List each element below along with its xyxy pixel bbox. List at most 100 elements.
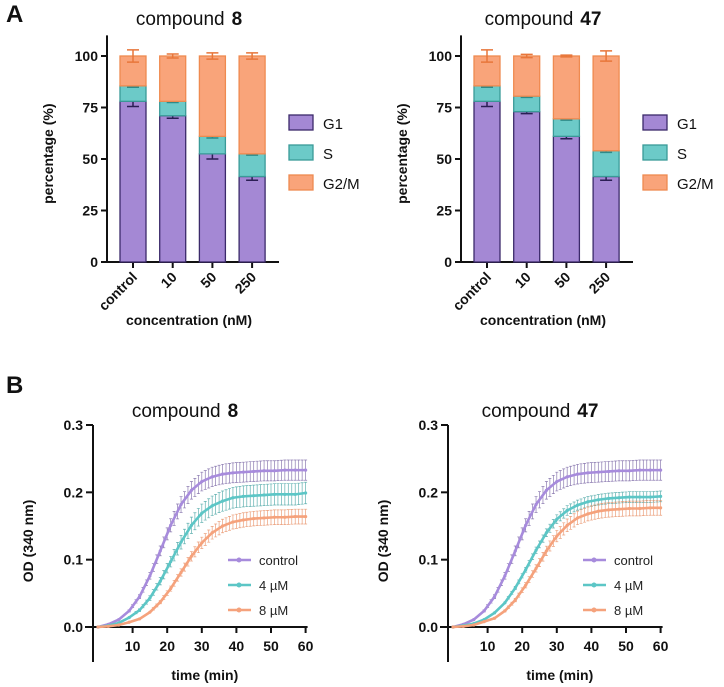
data-point bbox=[137, 617, 142, 621]
x-tick-label: 50 bbox=[197, 269, 219, 291]
legend-label: control bbox=[259, 553, 298, 568]
data-point bbox=[534, 566, 538, 571]
data-point bbox=[586, 500, 590, 504]
data-point bbox=[544, 531, 549, 535]
data-point bbox=[169, 523, 173, 527]
legend-swatch-0 bbox=[642, 114, 668, 131]
data-point bbox=[220, 472, 225, 476]
data-point bbox=[503, 601, 507, 605]
chart-title-prefix: compound bbox=[482, 401, 571, 422]
bar-segment-s-250 bbox=[592, 150, 620, 178]
data-point bbox=[513, 598, 517, 602]
data-point bbox=[96, 625, 100, 629]
legend-marker bbox=[236, 582, 242, 588]
bar-segment-s-10 bbox=[513, 95, 541, 113]
data-point bbox=[169, 560, 173, 564]
data-point bbox=[607, 508, 611, 512]
x-axis-label: time (min) bbox=[526, 667, 593, 683]
y-tick-label: 0.1 bbox=[419, 552, 439, 568]
bar-segment-g2m-50 bbox=[198, 55, 227, 137]
y-tick-label: 100 bbox=[429, 48, 453, 64]
x-axis-label: concentration (nM) bbox=[480, 312, 606, 328]
data-point bbox=[617, 507, 621, 511]
y-axis-label: OD (340 nm) bbox=[375, 500, 391, 582]
bar-segment-g2m-control bbox=[119, 55, 147, 87]
panel-label-b: B bbox=[6, 372, 23, 399]
bar-segment-g1-250 bbox=[238, 175, 266, 263]
data-point bbox=[200, 541, 204, 545]
chart-title-compound: 47 bbox=[577, 401, 598, 422]
legend-label: G1 bbox=[323, 116, 343, 133]
data-point bbox=[252, 469, 256, 474]
x-tick-label: 60 bbox=[653, 638, 669, 654]
chart-title-compound: 8 bbox=[232, 9, 243, 30]
data-point bbox=[596, 498, 600, 502]
legend-label: G1 bbox=[677, 116, 697, 133]
y-tick-label: 25 bbox=[436, 203, 452, 219]
data-point bbox=[472, 617, 476, 622]
data-point bbox=[503, 574, 507, 578]
x-tick-label: 30 bbox=[194, 638, 210, 654]
y-tick-label: 50 bbox=[82, 151, 98, 167]
data-point bbox=[461, 624, 465, 628]
data-point bbox=[231, 471, 235, 475]
legend-label: control bbox=[614, 553, 653, 568]
data-point bbox=[210, 504, 214, 508]
line-chart-3: 0.0 0.1 0.2 0.3 10 20 30 40 50 60 OD (340 nm) time … bbox=[375, 417, 669, 683]
legend-label: G2/M bbox=[677, 176, 714, 193]
data-point bbox=[555, 534, 559, 538]
data-point bbox=[158, 579, 162, 583]
bar-segment-g2m-10 bbox=[159, 55, 187, 102]
data-point bbox=[524, 523, 528, 527]
line-chart-2: 0.0 0.1 0.2 0.3 10 20 30 40 50 60 OD (340 nm) time … bbox=[20, 417, 314, 683]
data-point bbox=[638, 506, 642, 511]
data-point bbox=[231, 520, 235, 524]
panel-label-a: A bbox=[6, 1, 23, 28]
data-point bbox=[607, 496, 611, 500]
y-tick-label: 0.0 bbox=[419, 619, 439, 635]
data-point bbox=[293, 492, 297, 496]
error-bar bbox=[520, 53, 533, 59]
data-point bbox=[596, 470, 600, 474]
x-axis-label: time (min) bbox=[171, 667, 238, 683]
bar-segment-s-50 bbox=[552, 118, 581, 137]
legend-swatch-0 bbox=[288, 114, 314, 131]
y-tick-label: 0 bbox=[444, 254, 452, 270]
x-tick-label: 250 bbox=[231, 269, 259, 297]
data-point bbox=[220, 524, 225, 528]
data-point bbox=[627, 506, 632, 511]
bar-segment-g1-control bbox=[473, 100, 501, 263]
data-point bbox=[555, 479, 559, 484]
error-bar bbox=[560, 54, 573, 58]
data-point bbox=[659, 506, 663, 510]
y-tick-label: 25 bbox=[82, 203, 98, 219]
data-point bbox=[200, 511, 204, 515]
data-point bbox=[262, 469, 266, 473]
bar-segment-g2m-250 bbox=[238, 55, 266, 155]
data-point bbox=[544, 488, 549, 492]
x-tick-label: 50 bbox=[551, 269, 573, 291]
data-point bbox=[127, 620, 131, 624]
chart-title-compound: 8 bbox=[228, 401, 239, 422]
bar-segment-g2m-250 bbox=[592, 55, 620, 152]
data-point bbox=[659, 468, 663, 472]
data-point bbox=[210, 475, 214, 479]
data-point bbox=[472, 623, 476, 627]
data-point bbox=[148, 610, 152, 614]
x-tick-label: 50 bbox=[263, 638, 279, 654]
chart-title: compound 8 bbox=[136, 9, 242, 30]
x-tick-label: 10 bbox=[125, 638, 141, 654]
data-point bbox=[272, 492, 277, 496]
data-point bbox=[293, 514, 297, 519]
data-point bbox=[524, 568, 528, 572]
x-tick-label: 10 bbox=[157, 269, 179, 291]
data-point bbox=[189, 554, 194, 558]
data-point bbox=[659, 494, 663, 498]
data-point bbox=[513, 549, 517, 553]
data-point bbox=[117, 617, 121, 622]
x-tick-label: 50 bbox=[618, 638, 634, 654]
data-point bbox=[106, 624, 110, 628]
y-tick-label: 0.0 bbox=[64, 619, 84, 635]
legend-swatch-2 bbox=[642, 174, 668, 191]
